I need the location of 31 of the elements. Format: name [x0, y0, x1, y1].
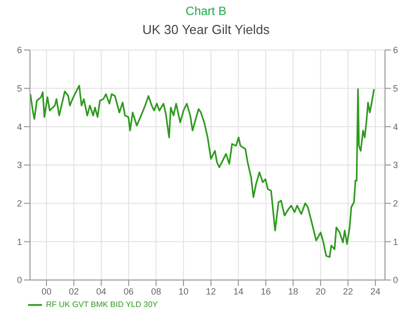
- y-tick-label: 4: [16, 122, 22, 132]
- x-tick-label: 24: [370, 286, 380, 296]
- y2-tick-label: 0: [393, 275, 398, 286]
- y-tick-label: 3: [16, 160, 22, 170]
- chart-title: Chart B: [184, 4, 228, 18]
- x-tick-label: 12: [206, 286, 216, 296]
- x-tick-label: 14: [233, 286, 244, 296]
- x-tick-label: 00: [41, 286, 52, 296]
- x-tick-label: 20: [316, 286, 326, 296]
- x-tick-label: 04: [96, 286, 106, 296]
- x-tick-label: 08: [151, 286, 162, 296]
- y-tick-label: 5: [16, 84, 22, 94]
- y-tick-label: 1: [16, 236, 22, 247]
- x-tick-label: 10: [178, 286, 189, 296]
- x-tick-label: 02: [68, 286, 79, 296]
- y-tick-label: 6: [16, 45, 22, 56]
- y-tick-label: 2: [16, 198, 22, 209]
- legend-label: RF UK GVT BMK BID YLD 30Y: [46, 300, 158, 310]
- y2-tick-label: 6: [393, 45, 398, 56]
- chart-subtitle: UK 30 Year Gilt Yields: [141, 22, 271, 37]
- y2-tick-label: 2: [393, 198, 398, 209]
- y2-tick-label: 5: [393, 84, 398, 94]
- y2-tick-label: 1: [393, 236, 398, 247]
- x-tick-label: 22: [342, 286, 353, 296]
- y2-tick-label: 3: [393, 160, 398, 170]
- x-tick-label: 06: [124, 286, 134, 296]
- x-tick-label: 18: [288, 286, 298, 296]
- y2-tick-label: 4: [393, 122, 398, 132]
- y-tick-label: 0: [16, 275, 22, 286]
- x-tick-label: 16: [260, 286, 271, 296]
- line-series: [30, 84, 375, 258]
